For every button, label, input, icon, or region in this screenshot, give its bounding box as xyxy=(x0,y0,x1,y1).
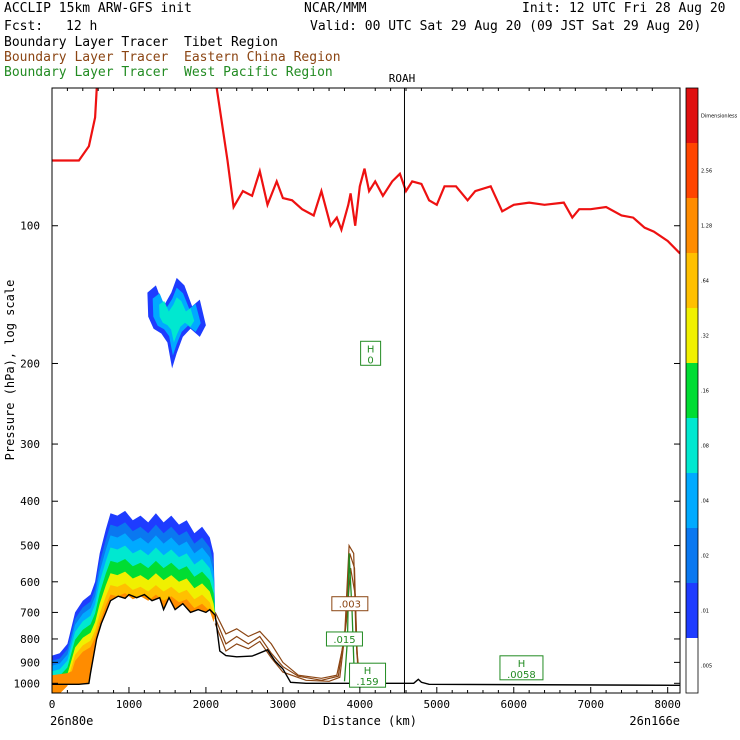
x-right-endpoint: 26n166e xyxy=(629,714,680,728)
y-tick-label-2: 300 xyxy=(20,438,40,451)
annotation-text-0: H xyxy=(367,344,375,355)
annotation-box-0 xyxy=(360,340,382,366)
x-tick-label-8: 8000 xyxy=(654,698,681,711)
colorbar-label-3: .04 xyxy=(701,499,709,505)
axes: 0 1000 2000 3000 4000 5000 6000 7000 80001002003… xyxy=(14,88,681,711)
y-tick-label-1: 200 xyxy=(20,357,40,370)
annotation-box-4 xyxy=(499,655,544,681)
colorbar-label-7: .64 xyxy=(701,279,709,285)
red-level-line xyxy=(52,88,680,255)
colorbar-label-6: .32 xyxy=(701,334,709,340)
eastern-china-contour-0 xyxy=(214,543,361,684)
y-axis-title: Pressure (hPa), log scale xyxy=(3,280,17,461)
y-tick-label-8: 900 xyxy=(20,656,40,669)
annotation-text-1: .003 xyxy=(339,600,361,611)
marker-label: ROAH xyxy=(389,72,416,85)
fcst-label: Fcst: xyxy=(4,19,44,34)
colorbar-label-2: .02 xyxy=(701,554,709,560)
legend-eastern-china: Boundary Layer Tracer Eastern China Regi… xyxy=(4,50,341,65)
colorbar-frame xyxy=(685,87,699,694)
init-time: Init: 12 UTC Fri 28 Aug 20 xyxy=(522,1,726,16)
y-tick-label-0: 100 xyxy=(20,220,40,233)
x-tick-label-2: 2000 xyxy=(193,698,220,711)
eastern-china-contour-2 xyxy=(214,567,362,684)
plot-frame xyxy=(51,87,681,694)
x-tick-label-4: 4000 xyxy=(347,698,374,711)
valid-time: Valid: 00 UTC Sat 29 Aug 20 (09 JST Sat … xyxy=(310,19,702,34)
annotation-box-1 xyxy=(331,596,369,612)
colorbar-swatch-0 xyxy=(686,638,698,693)
annotation-box-3 xyxy=(349,662,387,688)
annotation-sub-4: .0058 xyxy=(507,670,536,681)
colorbar-swatch-5 xyxy=(686,363,698,418)
colorbar-label-1: .01 xyxy=(701,609,709,615)
annotation-box-2 xyxy=(325,631,363,647)
colorbar-label-5: .16 xyxy=(701,389,709,395)
colorbar-swatch-8 xyxy=(686,198,698,253)
colorbar-swatch-1 xyxy=(686,583,698,638)
colorbar-swatch-4 xyxy=(686,418,698,473)
x-tick-label-1: 1000 xyxy=(116,698,143,711)
tracer-surface-band xyxy=(52,666,89,685)
annotation-sub-0: 0 xyxy=(367,355,373,366)
y-tick-label-3: 400 xyxy=(20,495,40,508)
legend-west-pacific: Boundary Layer Tracer West Pacific Regio… xyxy=(4,65,333,80)
org-label: NCAR/MMM xyxy=(304,1,367,16)
colorbar-label-0: .005 xyxy=(701,664,712,670)
colorbar-label-9: 2.56 xyxy=(701,169,712,175)
x-tick-label-0: 0 xyxy=(49,698,56,711)
colorbar-swatch-6 xyxy=(686,308,698,363)
annotation-sub-3: .159 xyxy=(356,677,378,688)
colorbar-swatch-7 xyxy=(686,253,698,308)
colorbar-swatch-3 xyxy=(686,473,698,528)
colorbar-label-4: .08 xyxy=(701,444,709,450)
colorbar-label-8: 1.28 xyxy=(701,224,712,230)
y-tick-label-4: 500 xyxy=(20,540,40,553)
colorbar-swatch-9 xyxy=(686,143,698,198)
x-axis-title: Distance (km) xyxy=(323,714,417,728)
annotation-text-4: H xyxy=(518,659,526,670)
x-tick-label-7: 7000 xyxy=(577,698,604,711)
annotation-text-2: .015 xyxy=(333,635,355,646)
eastern-china-contour-1 xyxy=(214,553,362,684)
model-title: ACCLIP 15km ARW-GFS init xyxy=(4,1,192,16)
colorbar: .005 .01 .02 .04 .08 .16 .32 .64 1.28 2.56 Dimensi… xyxy=(685,87,738,694)
y-tick-label-5: 600 xyxy=(20,576,40,589)
colorbar-label-10: Dimensionless xyxy=(701,114,738,120)
colorbar-swatch-10 xyxy=(686,88,698,143)
x-tick-label-5: 5000 xyxy=(424,698,451,711)
x-tick-label-3: 3000 xyxy=(270,698,297,711)
y-tick-label-9: 1000 xyxy=(14,677,41,690)
colorbar-swatch-2 xyxy=(686,528,698,583)
y-tick-label-7: 800 xyxy=(20,633,40,646)
x-left-endpoint: 26n80e xyxy=(50,714,93,728)
y-tick-label-6: 700 xyxy=(20,606,40,619)
upper-plume-inner xyxy=(159,297,195,343)
x-tick-label-6: 6000 xyxy=(501,698,528,711)
legend-tibet: Boundary Layer Tracer Tibet Region xyxy=(4,35,278,50)
fcst-hours: 12 h xyxy=(66,19,98,34)
annotation-text-3: H xyxy=(364,666,372,677)
tibet-surface-line xyxy=(52,593,680,686)
